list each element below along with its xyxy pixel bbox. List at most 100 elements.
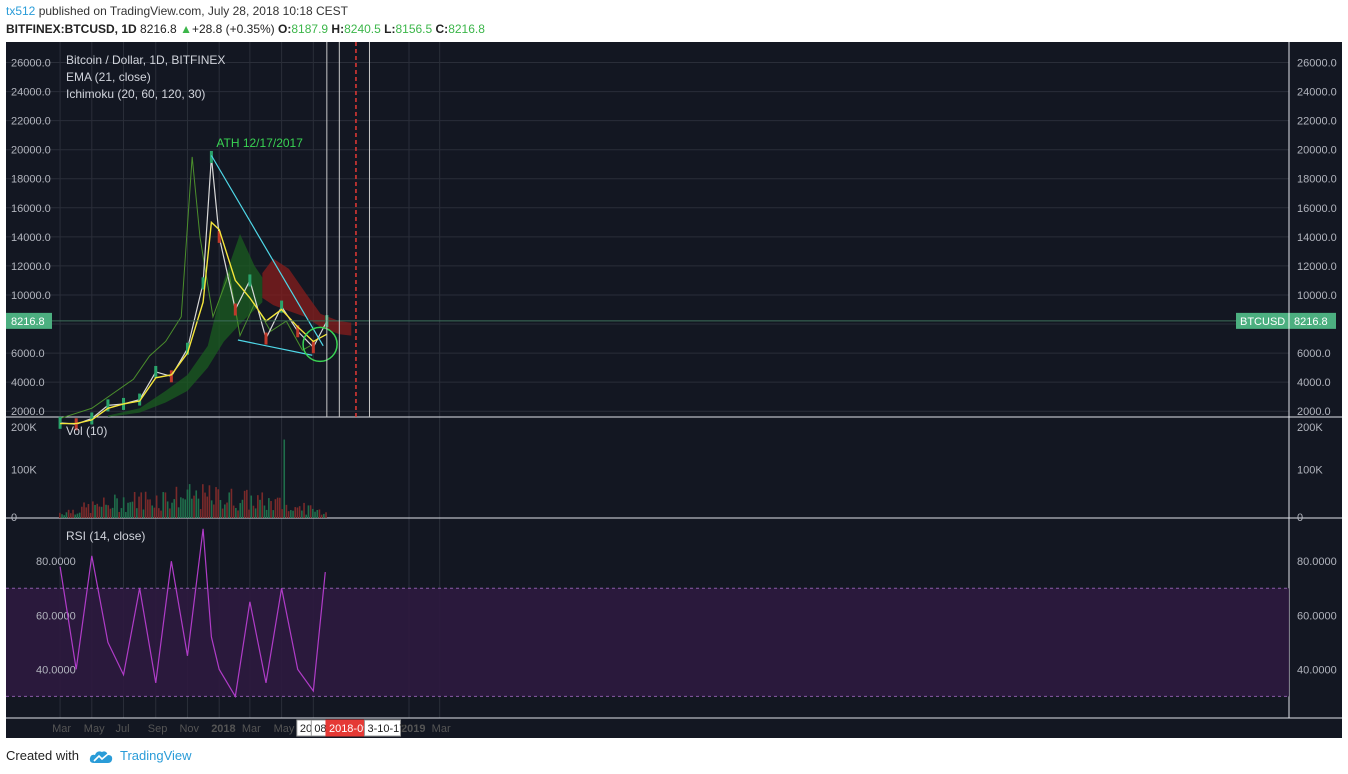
price-change: +28.8 (+0.35%) <box>191 22 275 36</box>
price-tick-right: 22000.0 <box>1297 116 1337 128</box>
volume-bar <box>270 501 272 518</box>
volume-bar <box>142 509 145 518</box>
volume-bar <box>226 502 228 518</box>
volume-bar <box>65 512 68 518</box>
x-tick-label: 2018 <box>211 723 235 735</box>
volume-bar <box>202 484 204 518</box>
volume-bar <box>182 498 184 518</box>
volume-bar <box>213 504 215 518</box>
trendline-1 <box>210 155 324 347</box>
x-tick-label: Mar <box>52 723 71 735</box>
volume-bar <box>87 504 90 518</box>
vol-tick-left: 200K <box>11 422 37 434</box>
volume-bar <box>210 500 213 518</box>
volume-bar <box>111 507 114 518</box>
volume-bar <box>129 502 132 518</box>
footer: Created with TradingView <box>6 748 192 764</box>
volume-bar <box>76 513 79 518</box>
rsi-line <box>59 528 326 699</box>
volume-bar <box>274 499 277 518</box>
volume-bar <box>61 514 63 518</box>
price-tick-right: 6000.0 <box>1297 348 1331 360</box>
price-tick-left: 26000.0 <box>11 58 51 70</box>
price-legend-3: Ichimoku (20, 60, 120, 30) <box>66 87 205 101</box>
volume-bar <box>230 488 233 518</box>
price-tick-left: 16000.0 <box>11 203 51 215</box>
volume-bar <box>246 489 248 518</box>
price-tick-left: 6000.0 <box>11 348 45 360</box>
x-tick-label: Mar <box>432 723 451 735</box>
volume-bar <box>323 513 325 518</box>
volume-bar <box>208 485 211 518</box>
ichimoku-lagging-line <box>59 156 311 419</box>
volume-bar <box>318 509 321 518</box>
price-tick-left: 2000.0 <box>11 406 45 418</box>
vol-tick-left: 0 <box>11 512 17 524</box>
volume-bar <box>235 507 237 518</box>
price-tick-right: 20000.0 <box>1297 145 1337 157</box>
price-candle <box>280 300 284 313</box>
volume-bar <box>118 511 121 518</box>
volume-bar <box>175 486 178 518</box>
volume-bar <box>239 503 242 518</box>
volume-bar <box>133 492 136 518</box>
volume-bar <box>279 497 281 518</box>
chart-canvas[interactable]: 2000.02000.04000.04000.06000.06000.08000… <box>6 42 1342 738</box>
volume-bar <box>151 505 154 518</box>
x-tick-label: Sep <box>148 723 168 735</box>
rsi-tick-right: 60.0000 <box>1297 610 1337 622</box>
publish-info: published on TradingView.com, July 28, 2… <box>38 4 349 18</box>
rsi-tick-left: 40.0000 <box>36 664 76 676</box>
author-link[interactable]: tx512 <box>6 4 36 18</box>
volume-bar <box>89 512 92 518</box>
volume-bar <box>307 505 310 518</box>
volume-bar <box>177 507 180 518</box>
volume-bar <box>301 510 303 518</box>
volume-bar <box>191 498 193 518</box>
x-date-tag-text: 3-10-17 <box>367 723 405 735</box>
ath-annotation: ATH 12/17/2017 <box>216 136 303 150</box>
x-tick-label: Mar <box>242 723 261 735</box>
volume-bar <box>162 492 165 518</box>
rsi-tick-right: 80.0000 <box>1297 556 1337 568</box>
rsi-band <box>6 588 1289 697</box>
volume-bar <box>67 509 70 518</box>
volume-bar <box>195 490 198 518</box>
volume-bar <box>272 510 275 518</box>
rsi-legend: RSI (14, close) <box>66 529 145 543</box>
volume-bar <box>103 497 105 518</box>
volume-bar <box>188 484 191 518</box>
volume-bar <box>305 514 308 518</box>
last-price-tag-left <box>6 312 52 329</box>
volume-bar <box>298 506 301 518</box>
price-tick-left: 20000.0 <box>11 145 51 157</box>
price-candle <box>233 303 237 316</box>
volume-bar <box>197 498 200 518</box>
x-tick-label: May <box>274 723 295 735</box>
volume-bar <box>261 492 264 518</box>
volume-bar <box>294 507 297 518</box>
price-tick-right: 2000.0 <box>1297 406 1331 418</box>
volume-bar <box>98 506 101 518</box>
price-candle <box>248 274 252 287</box>
price-tick-left: 4000.0 <box>11 377 45 389</box>
price-candle <box>217 230 221 243</box>
x-tick-label: May <box>84 723 105 735</box>
volume-bar <box>83 502 85 518</box>
up-arrow-icon: ▲ <box>180 22 192 36</box>
price-tick-left: 22000.0 <box>11 116 51 128</box>
volume-bar <box>252 505 255 518</box>
price-tick-right: 4000.0 <box>1297 377 1331 389</box>
volume-bar <box>228 492 231 518</box>
volume-bar <box>122 497 125 518</box>
open-label: O: <box>278 22 292 36</box>
volume-bar <box>94 504 96 518</box>
tradingview-link[interactable]: TradingView <box>120 748 192 763</box>
volume-bar <box>138 496 140 518</box>
volume-bar <box>158 508 160 518</box>
price-tick-right: 16000.0 <box>1297 203 1337 215</box>
volume-bar <box>131 501 134 518</box>
price-candle <box>154 365 158 378</box>
volume-bar <box>217 489 220 518</box>
price-tick-right: 12000.0 <box>1297 261 1337 273</box>
